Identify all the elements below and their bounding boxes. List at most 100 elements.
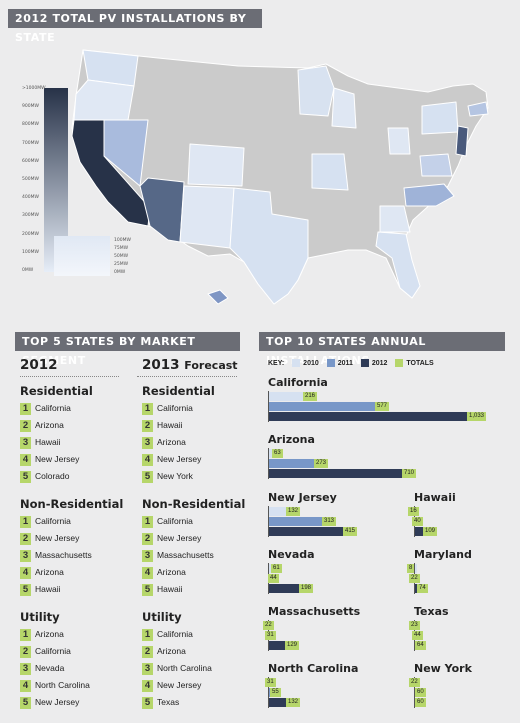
legend-scale-label: 0MW: [22, 268, 34, 273]
state-name: Hawaii: [157, 584, 183, 594]
state-wisconsin: [331, 87, 357, 129]
rank-badge: 2: [20, 645, 31, 658]
state-label: Massachusetts: [268, 605, 361, 618]
list-item: 1 Arizona: [20, 628, 64, 641]
data-label: 16: [408, 507, 419, 516]
list-item: 4 North Carolina: [20, 679, 90, 692]
list-item: 2 Hawaii: [142, 419, 183, 432]
list-item: 2 New Jersey: [142, 532, 201, 545]
legend-scale-label: 700MW: [22, 140, 39, 146]
list-item: 3 Arizona: [142, 436, 186, 449]
rank-badge: 5: [142, 470, 153, 483]
rank-badge: 4: [20, 453, 31, 466]
rank-badge: 4: [142, 679, 153, 692]
state-north-carolina: [403, 183, 455, 207]
rank-badge: 2: [142, 419, 153, 432]
data-label: 44: [268, 574, 279, 583]
legend-small-label: 75MW: [114, 246, 129, 251]
data-label: 60: [415, 698, 426, 707]
rank-badge: 5: [20, 583, 31, 596]
list-item: 4 New Jersey: [142, 453, 201, 466]
state-label: Hawaii: [414, 491, 456, 504]
list-item: 2 Arizona: [142, 645, 186, 658]
data-label: 129: [285, 641, 300, 650]
divider: [20, 376, 119, 378]
rank-badge: 3: [20, 662, 31, 675]
rank-badge: 1: [20, 402, 31, 415]
legend-scale-label: 100MW: [22, 249, 39, 255]
state-name: California: [157, 629, 193, 639]
col-2013-title: 2013 Forecast: [142, 357, 238, 373]
state-label: New York: [414, 662, 472, 675]
list-item: 1 California: [142, 628, 193, 641]
legend-scale-label: 500MW: [22, 177, 39, 182]
data-label: 216: [303, 392, 318, 401]
state-georgia: [379, 205, 411, 233]
state-name: Arizona: [157, 567, 186, 577]
legend-swatch-totals: [395, 359, 404, 367]
state-florida: [375, 231, 421, 299]
legend-scale-label: 300MW: [22, 213, 39, 219]
state-new-jersey: [455, 125, 469, 157]
data-label: 61: [271, 564, 282, 573]
state-name: Hawaii: [35, 584, 61, 594]
data-label: 40: [412, 517, 423, 526]
legend-swatch-2011: [326, 359, 335, 367]
data-label: 415: [343, 527, 358, 536]
state-name: Arizona: [157, 646, 186, 656]
data-label: 74: [417, 584, 428, 593]
rank-badge: 4: [20, 566, 31, 579]
legend-scale-label: 400MW: [22, 195, 39, 201]
data-label: 44: [412, 631, 423, 640]
list-item: 2 California: [20, 645, 71, 658]
rank-badge: 2: [20, 419, 31, 432]
list-item: 3 Hawaii: [20, 436, 61, 449]
state-name: California: [35, 646, 71, 656]
state-name: California: [157, 403, 193, 413]
bar-2012: [269, 469, 412, 478]
state-label: Texas: [414, 605, 449, 618]
bar-axis: [268, 391, 269, 422]
segment-title: Non-Residential: [20, 497, 124, 511]
state-ohio: [387, 127, 411, 155]
divider: [137, 376, 237, 378]
state-name: New Jersey: [35, 533, 80, 543]
legend-swatch-2012: [360, 359, 369, 367]
rank-badge: 3: [20, 549, 31, 562]
rank-badge: 3: [142, 662, 153, 675]
legend-small-label: 100MW: [114, 238, 131, 243]
state-label: Maryland: [414, 548, 472, 561]
list-item: 1 California: [20, 515, 71, 528]
list-item: 4 Arizona: [20, 566, 64, 579]
data-label: 109: [423, 527, 438, 536]
segment-title: Residential: [142, 384, 215, 398]
state-name: Arizona: [157, 437, 186, 447]
list-item: 5 Colorado: [20, 470, 70, 483]
state-colorado: [187, 143, 245, 187]
bar-axis: [414, 677, 415, 708]
state-label: Arizona: [268, 433, 315, 446]
data-label: 22: [409, 574, 420, 583]
list-item: 1 California: [142, 402, 193, 415]
state-name: Hawaii: [35, 437, 61, 447]
legend-swatch-2010: [292, 359, 301, 367]
list-item: 4 Arizona: [142, 566, 186, 579]
list-item: 1 California: [142, 515, 193, 528]
list-item: 4 New Jersey: [142, 679, 201, 692]
rank-badge: 5: [142, 583, 153, 596]
state-label: Nevada: [268, 548, 315, 561]
bar-2011: [269, 459, 324, 468]
segment-header: TOP 5 STATES BY MARKET SEGMENT: [15, 332, 240, 367]
state-massachusetts: [467, 101, 489, 117]
legend-small-label: 25MW: [114, 262, 129, 267]
rank-badge: 5: [20, 696, 31, 709]
data-label: 23: [409, 621, 420, 630]
state-name: Massachusetts: [157, 550, 214, 560]
data-label: 63: [272, 449, 283, 458]
legend-small-label: 0MW: [114, 270, 126, 275]
installs-header: TOP 10 STATES ANNUAL INSTALLATIONS: [259, 332, 505, 367]
chart-legend: KEY: 2010 2011 2012 TOTALS: [268, 359, 434, 367]
list-item: 2 Arizona: [20, 419, 64, 432]
bar-2010: [415, 564, 417, 573]
state-name: Nevada: [35, 663, 65, 673]
